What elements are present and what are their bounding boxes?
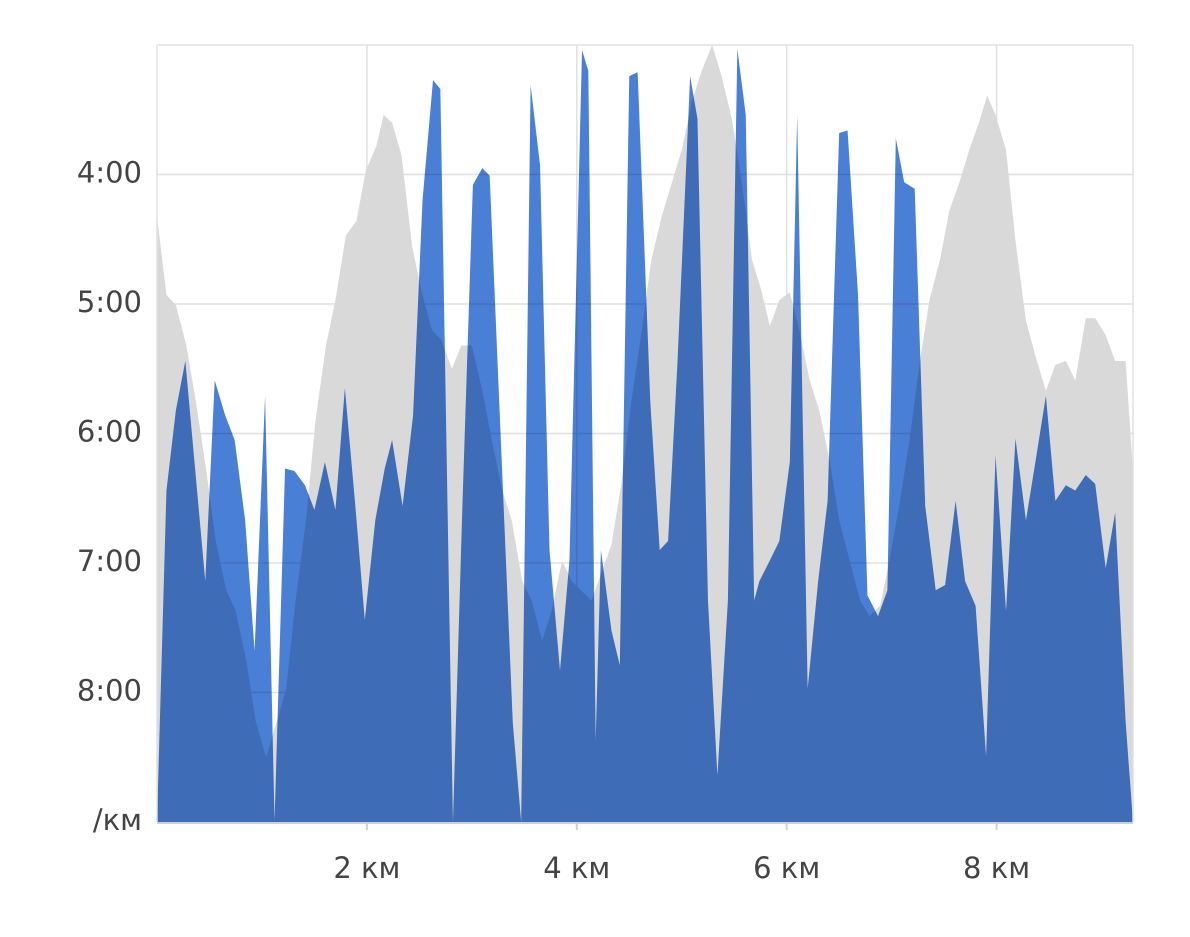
- frame: [156, 44, 1134, 824]
- y-tick-label: 8:00: [77, 674, 142, 708]
- x-tick-label: 6 км: [753, 851, 820, 885]
- y-tick-label: 5:00: [77, 285, 142, 319]
- y-tick-label: 7:00: [77, 544, 142, 578]
- x-tick-label: 2 км: [333, 851, 400, 885]
- labels: /км 8:00 7:00 6:00 5:00 4:00 2 км 4 км 6 км 8 км: [77, 156, 1030, 886]
- x-tick-label: 4 км: [543, 851, 610, 885]
- y-tick-label: 6:00: [77, 415, 142, 449]
- x-tick-label: 8 км: [963, 851, 1030, 885]
- areas: [157, 45, 1133, 822]
- y-tick-label: /км: [93, 803, 142, 837]
- y-tick-label: 4:00: [77, 156, 142, 190]
- area: [157, 48, 1133, 822]
